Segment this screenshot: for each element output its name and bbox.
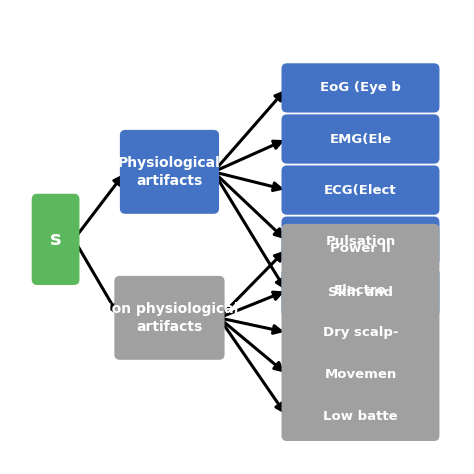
FancyBboxPatch shape [282,224,439,273]
FancyBboxPatch shape [282,268,439,317]
Text: Power li: Power li [330,242,391,255]
FancyBboxPatch shape [114,276,225,360]
FancyBboxPatch shape [282,392,439,441]
Text: Movemen: Movemen [324,368,397,381]
Text: Skin and: Skin and [328,286,393,299]
Text: EMG(Ele: EMG(Ele [329,133,392,146]
FancyBboxPatch shape [282,63,439,112]
Text: s: s [50,230,61,249]
FancyBboxPatch shape [282,217,439,266]
Text: Physiological
artifacts: Physiological artifacts [118,155,221,188]
FancyBboxPatch shape [120,130,219,214]
Text: Low batte: Low batte [323,410,398,423]
FancyBboxPatch shape [282,165,439,215]
FancyBboxPatch shape [282,114,439,164]
Text: Dry scalp-: Dry scalp- [323,326,398,339]
FancyBboxPatch shape [282,350,439,399]
Text: Pulsation: Pulsation [325,235,396,248]
Text: Electro: Electro [334,284,387,297]
FancyBboxPatch shape [282,266,439,315]
Text: ECG(Elect: ECG(Elect [324,183,397,197]
Text: Non physiological
artifacts: Non physiological artifacts [100,301,238,334]
Text: EoG (Eye b: EoG (Eye b [320,82,401,94]
FancyBboxPatch shape [32,194,80,285]
FancyBboxPatch shape [282,308,439,357]
